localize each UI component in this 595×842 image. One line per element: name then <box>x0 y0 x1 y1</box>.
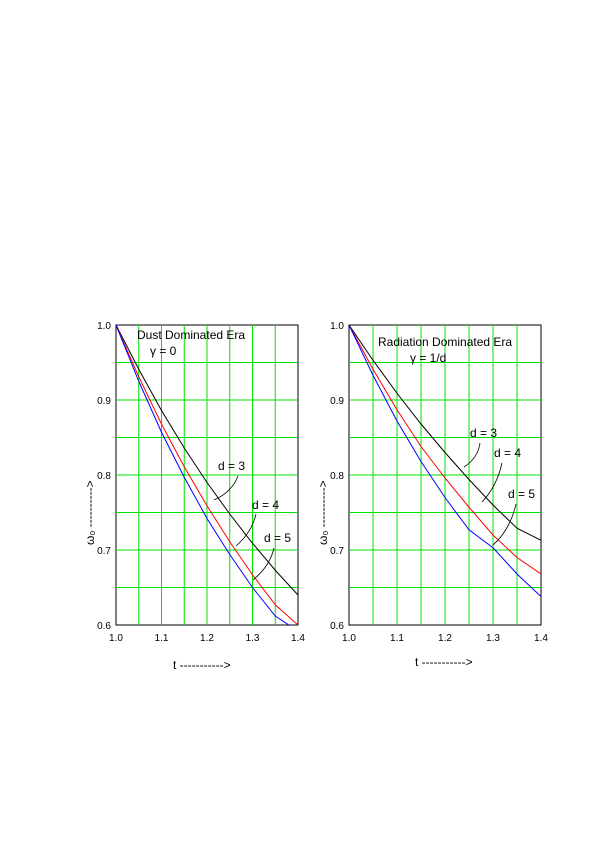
annotation-d3: d = 3 <box>218 459 245 473</box>
radiation-era-plot: 1.0 1.1 1.2 1.3 1.4 0.6 0.7 0.8 0.9 1.0 Radiation… <box>316 321 548 669</box>
x-tick-label: 1.4 <box>291 633 305 644</box>
x-axis-label: t -----------> <box>173 658 231 672</box>
x-tick-label: 1.3 <box>486 633 500 644</box>
series-line-d4 <box>116 325 298 625</box>
y-tick-label: 0.6 <box>330 621 344 632</box>
annotation-arrow-d5 <box>252 547 275 581</box>
annotation-d4: d = 4 <box>494 446 521 460</box>
annotation-d5: d = 5 <box>508 487 535 501</box>
y-tick-label: 0.9 <box>330 396 344 407</box>
series-lines <box>349 325 541 597</box>
y-tick-label: 0.8 <box>330 471 344 482</box>
dust-era-plot: 1.0 1.1 1.2 1.3 1.4 0.6 0.7 0.8 0.9 1.0 Dust Domi… <box>83 321 305 672</box>
series-line-d5 <box>116 325 290 625</box>
grid <box>116 325 298 625</box>
axis-ticks: 1.0 1.1 1.2 1.3 1.4 0.6 0.7 0.8 0.9 1.0 <box>330 321 548 644</box>
plot-subtitle: γ = 0 <box>150 344 177 358</box>
y-tick-label: 0.8 <box>97 471 111 482</box>
annotation-arrow-d3 <box>463 442 481 468</box>
annotation-d5: d = 5 <box>264 531 291 545</box>
y-tick-label: 0.7 <box>97 546 111 557</box>
y-tick-label: 1.0 <box>330 321 344 332</box>
axis-ticks: 1.0 1.1 1.2 1.3 1.4 0.6 0.7 0.8 0.9 1.0 <box>97 321 305 644</box>
x-tick-label: 1.1 <box>155 633 169 644</box>
x-tick-label: 1.3 <box>246 633 260 644</box>
series-line-d4 <box>349 325 541 575</box>
y-axis-label: ω₀ ----------> <box>316 480 330 545</box>
y-tick-label: 0.9 <box>97 396 111 407</box>
series-line-d3 <box>349 325 541 541</box>
x-tick-label: 1.1 <box>390 633 404 644</box>
x-tick-label: 1.2 <box>438 633 452 644</box>
annotation-arrow-d4 <box>235 513 257 547</box>
plot-subtitle: γ = 1/d <box>410 351 446 365</box>
y-tick-label: 0.6 <box>97 621 111 632</box>
x-axis-label: t -----------> <box>415 655 473 669</box>
series-lines <box>116 325 298 625</box>
annotation-arrow-d4 <box>481 462 503 503</box>
annotation-arrow-d3 <box>213 475 239 501</box>
x-tick-label: 1.2 <box>200 633 214 644</box>
annotation-d4: d = 4 <box>252 498 279 512</box>
y-tick-label: 1.0 <box>97 321 111 332</box>
y-tick-label: 0.7 <box>330 546 344 557</box>
annotation-arrow-d5 <box>492 503 517 546</box>
x-tick-label: 1.0 <box>342 633 356 644</box>
x-tick-label: 1.0 <box>109 633 123 644</box>
series-line-d5 <box>349 325 541 597</box>
annotation-d3: d = 3 <box>470 426 497 440</box>
series-line-d3 <box>116 325 298 596</box>
x-tick-label: 1.4 <box>534 633 548 644</box>
y-axis-label: ω₀ ----------> <box>83 480 97 545</box>
plot-title: Radiation Dominated Era <box>378 335 512 349</box>
plot-title: Dust Dominated Era <box>137 328 245 342</box>
